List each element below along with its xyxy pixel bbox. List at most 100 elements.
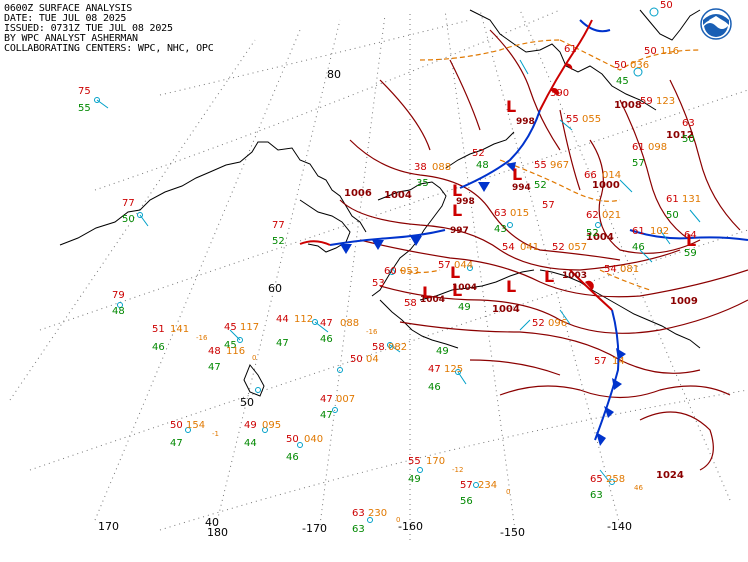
svg-text:47: 47 [320, 394, 333, 405]
wind-barb [559, 119, 573, 131]
cold-front-line [459, 109, 541, 189]
svg-text:055: 055 [582, 114, 601, 125]
svg-text:-1: -1 [212, 430, 219, 438]
latitude-line-60 [39, 89, 748, 331]
svg-text:60: 60 [384, 266, 397, 277]
svg-text:47: 47 [428, 364, 441, 375]
svg-text:56: 56 [460, 496, 473, 507]
svg-text:48: 48 [476, 160, 489, 171]
wind-barb [659, 229, 671, 245]
svg-text:50: 50 [660, 0, 673, 11]
svg-text:234: 234 [478, 480, 497, 491]
svg-text:55: 55 [408, 456, 421, 467]
low-center: L 998 [506, 97, 535, 127]
station-plot: 44 112 47 [276, 314, 313, 349]
cold-front-line [594, 309, 620, 441]
svg-text:1012: 1012 [666, 130, 694, 141]
station-plot: 59 123 [640, 96, 675, 107]
station-plot: 390 [550, 88, 569, 99]
svg-text:112: 112 [294, 314, 313, 325]
svg-text:998: 998 [516, 117, 535, 127]
svg-text:44: 44 [276, 314, 289, 325]
svg-text:49: 49 [408, 474, 421, 485]
warm-front-bump [565, 63, 573, 70]
station-plot: 51 141 46 -16 [152, 324, 208, 353]
svg-text:L: L [512, 165, 522, 184]
station-plot: 57 044 49 [438, 260, 473, 313]
svg-text:49: 49 [458, 302, 471, 313]
low-center: L [450, 263, 460, 282]
svg-text:50: 50 [170, 420, 183, 431]
svg-text:L: L [686, 231, 696, 250]
wind-barb [599, 469, 609, 481]
longitude-line-170w [94, 29, 301, 521]
isobars [339, 29, 748, 471]
station-circle [185, 427, 191, 433]
svg-text:75: 75 [78, 86, 91, 97]
svg-text:036: 036 [630, 60, 649, 71]
svg-text:1003: 1003 [562, 271, 587, 281]
cold-front-barb [478, 182, 490, 192]
header-date: DATE: TUE JUL 08 2025 [4, 13, 127, 24]
wind-barb [519, 319, 531, 331]
svg-text:59: 59 [684, 248, 697, 259]
svg-text:52: 52 [586, 228, 599, 239]
station-plot: 55 170 49 -12 [408, 456, 463, 485]
svg-text:54: 54 [502, 242, 515, 253]
svg-text:47: 47 [276, 338, 289, 349]
station-circle [455, 369, 461, 375]
isobar [339, 199, 681, 271]
wind-barb [689, 209, 701, 223]
wind-barb [639, 249, 653, 263]
latitude-line-70 [94, 9, 561, 191]
station-circle [255, 387, 261, 393]
isobar [499, 385, 731, 399]
svg-text:46: 46 [634, 484, 643, 492]
aleutian-chain [379, 299, 459, 349]
station-circle [633, 67, 643, 77]
svg-text:55: 55 [78, 103, 91, 114]
cold-front-barb [372, 240, 384, 250]
grid-label-lat60: 60 [268, 282, 282, 295]
svg-text:088: 088 [432, 162, 451, 173]
station-plot: 57 234 56 0 [460, 480, 510, 507]
svg-text:61: 61 [666, 194, 679, 205]
svg-text:57: 57 [542, 200, 555, 211]
wind-barb [457, 371, 467, 385]
svg-text:63: 63 [494, 208, 507, 219]
svg-text:63: 63 [352, 524, 365, 535]
svg-text:45: 45 [224, 322, 237, 333]
svg-text:57: 57 [594, 356, 607, 367]
grid-label-lat80: 80 [327, 68, 341, 81]
svg-text:57: 57 [438, 260, 451, 271]
svg-text:48: 48 [112, 306, 125, 317]
canadian-archipelago [469, 9, 657, 111]
svg-text:54: 54 [604, 264, 617, 275]
svg-text:096: 096 [548, 318, 567, 329]
svg-text:55: 55 [534, 160, 547, 171]
svg-text:1000: 1000 [592, 180, 620, 191]
cold-front-line [579, 19, 611, 33]
pressure-centers: L 998 L 994 L 998 L 997 L L 1004 L 1004 … [420, 97, 696, 305]
svg-text:43: 43 [494, 224, 507, 235]
svg-text:14: 14 [612, 356, 625, 367]
isobar [379, 285, 748, 334]
svg-text:50: 50 [350, 354, 363, 365]
wind-barb [389, 344, 401, 353]
svg-text:L: L [452, 201, 462, 220]
warm-front-bump [550, 88, 559, 96]
svg-text:45: 45 [224, 340, 237, 351]
svg-text:L: L [452, 181, 462, 200]
svg-text:50: 50 [666, 210, 679, 221]
station-plot: 50 116 [644, 46, 679, 57]
svg-text:L: L [422, 283, 432, 302]
svg-text:59: 59 [640, 96, 653, 107]
svg-text:014: 014 [602, 170, 621, 181]
grid-label-lonm160: -160 [398, 520, 423, 533]
svg-text:1004: 1004 [384, 190, 412, 201]
svg-text:46: 46 [632, 242, 645, 253]
